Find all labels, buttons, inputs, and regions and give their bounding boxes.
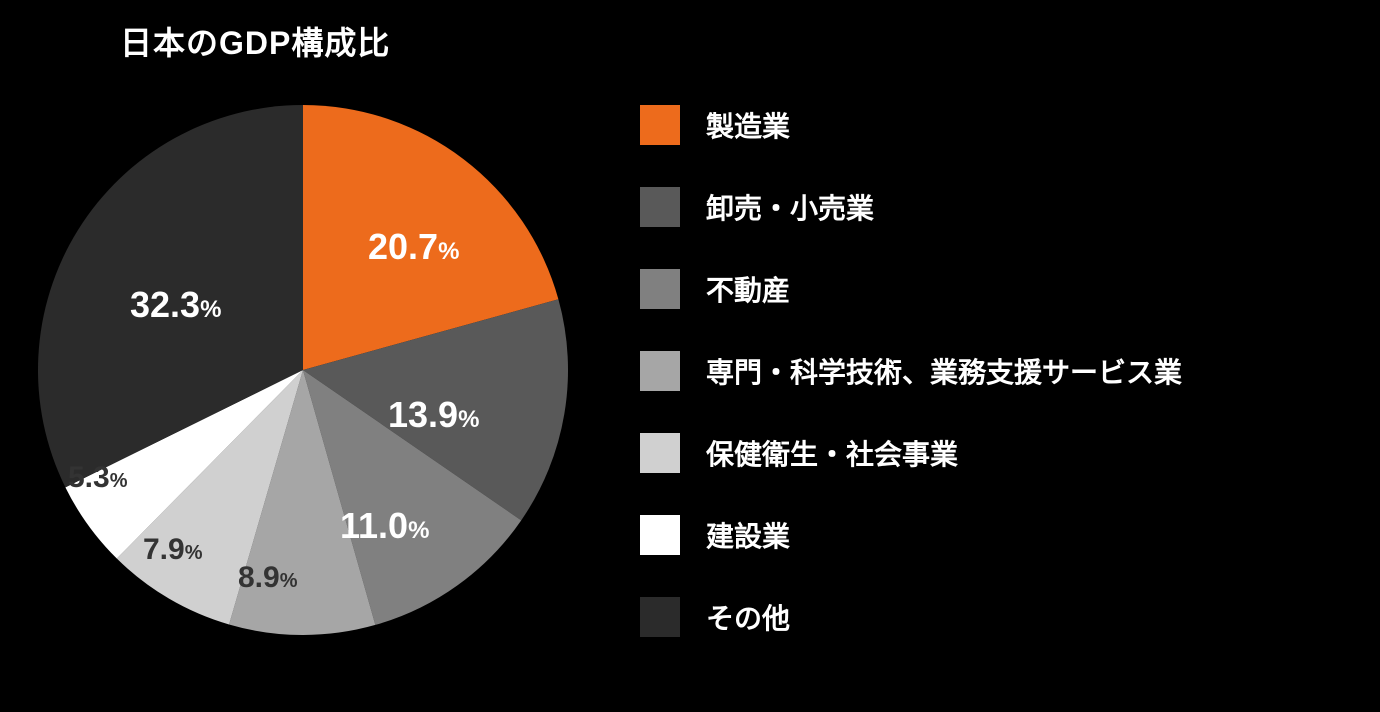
legend-label: 保健衛生・社会事業 bbox=[706, 433, 958, 473]
chart-container: 日本のGDP構成比 20.7%13.9%11.0%8.9%7.9%5.3%32.… bbox=[0, 0, 1380, 712]
legend-item: 専門・科学技術、業務支援サービス業 bbox=[640, 351, 1380, 391]
pie-slice-pct-suffix: % bbox=[438, 238, 459, 265]
legend-item: 卸売・小売業 bbox=[640, 187, 1380, 227]
pie-slice-value: 5.3 bbox=[68, 461, 110, 494]
pie-slice-label: 32.3% bbox=[130, 287, 221, 323]
pie-slice-value: 13.9 bbox=[388, 394, 458, 435]
pie-slice-value: 7.9 bbox=[143, 533, 185, 566]
legend-label: その他 bbox=[706, 597, 790, 637]
pie-chart-area: 日本のGDP構成比 20.7%13.9%11.0%8.9%7.9%5.3%32.… bbox=[0, 0, 600, 712]
pie-slice-pct-suffix: % bbox=[458, 406, 479, 433]
legend-swatch bbox=[640, 187, 680, 227]
legend-label: 建設業 bbox=[706, 515, 790, 555]
legend-swatch bbox=[640, 269, 680, 309]
legend-item: その他 bbox=[640, 597, 1380, 637]
chart-title: 日本のGDP構成比 bbox=[120, 18, 390, 64]
pie-slice-pct-suffix: % bbox=[200, 296, 221, 323]
legend-item: 建設業 bbox=[640, 515, 1380, 555]
legend-label: 専門・科学技術、業務支援サービス業 bbox=[706, 351, 1182, 391]
legend-swatch bbox=[640, 515, 680, 555]
legend-label: 製造業 bbox=[706, 105, 790, 145]
legend-swatch bbox=[640, 433, 680, 473]
legend-swatch bbox=[640, 105, 680, 145]
legend-item: 保健衛生・社会事業 bbox=[640, 433, 1380, 473]
legend-label: 不動産 bbox=[706, 269, 790, 309]
pie-wrap: 20.7%13.9%11.0%8.9%7.9%5.3%32.3% bbox=[38, 105, 568, 635]
pie-slice-pct-suffix: % bbox=[185, 542, 203, 564]
pie-slice-pct-suffix: % bbox=[110, 470, 128, 492]
pie-slice-label: 8.9% bbox=[238, 563, 298, 593]
pie-slice-value: 32.3 bbox=[130, 284, 200, 325]
legend-item: 製造業 bbox=[640, 105, 1380, 145]
pie-slice-pct-suffix: % bbox=[408, 517, 429, 544]
pie-slice-label: 5.3% bbox=[68, 463, 128, 493]
legend-swatch bbox=[640, 351, 680, 391]
pie-slice-value: 8.9 bbox=[238, 561, 280, 594]
pie-group bbox=[38, 105, 568, 635]
pie-slice-label: 20.7% bbox=[368, 229, 459, 265]
pie-slice-label: 13.9% bbox=[388, 397, 479, 433]
pie-slice-value: 20.7 bbox=[368, 226, 438, 267]
legend-label: 卸売・小売業 bbox=[706, 187, 874, 227]
pie-svg bbox=[38, 105, 568, 635]
legend-list: 製造業卸売・小売業不動産専門・科学技術、業務支援サービス業保健衛生・社会事業建設… bbox=[640, 105, 1380, 637]
pie-slice-label: 7.9% bbox=[143, 535, 203, 565]
legend-item: 不動産 bbox=[640, 269, 1380, 309]
pie-slice-value: 11.0 bbox=[340, 505, 408, 546]
legend-swatch bbox=[640, 597, 680, 637]
pie-slice-label: 11.0% bbox=[340, 508, 429, 544]
pie-slice-pct-suffix: % bbox=[280, 570, 298, 592]
legend-area: 製造業卸売・小売業不動産専門・科学技術、業務支援サービス業保健衛生・社会事業建設… bbox=[600, 0, 1380, 712]
